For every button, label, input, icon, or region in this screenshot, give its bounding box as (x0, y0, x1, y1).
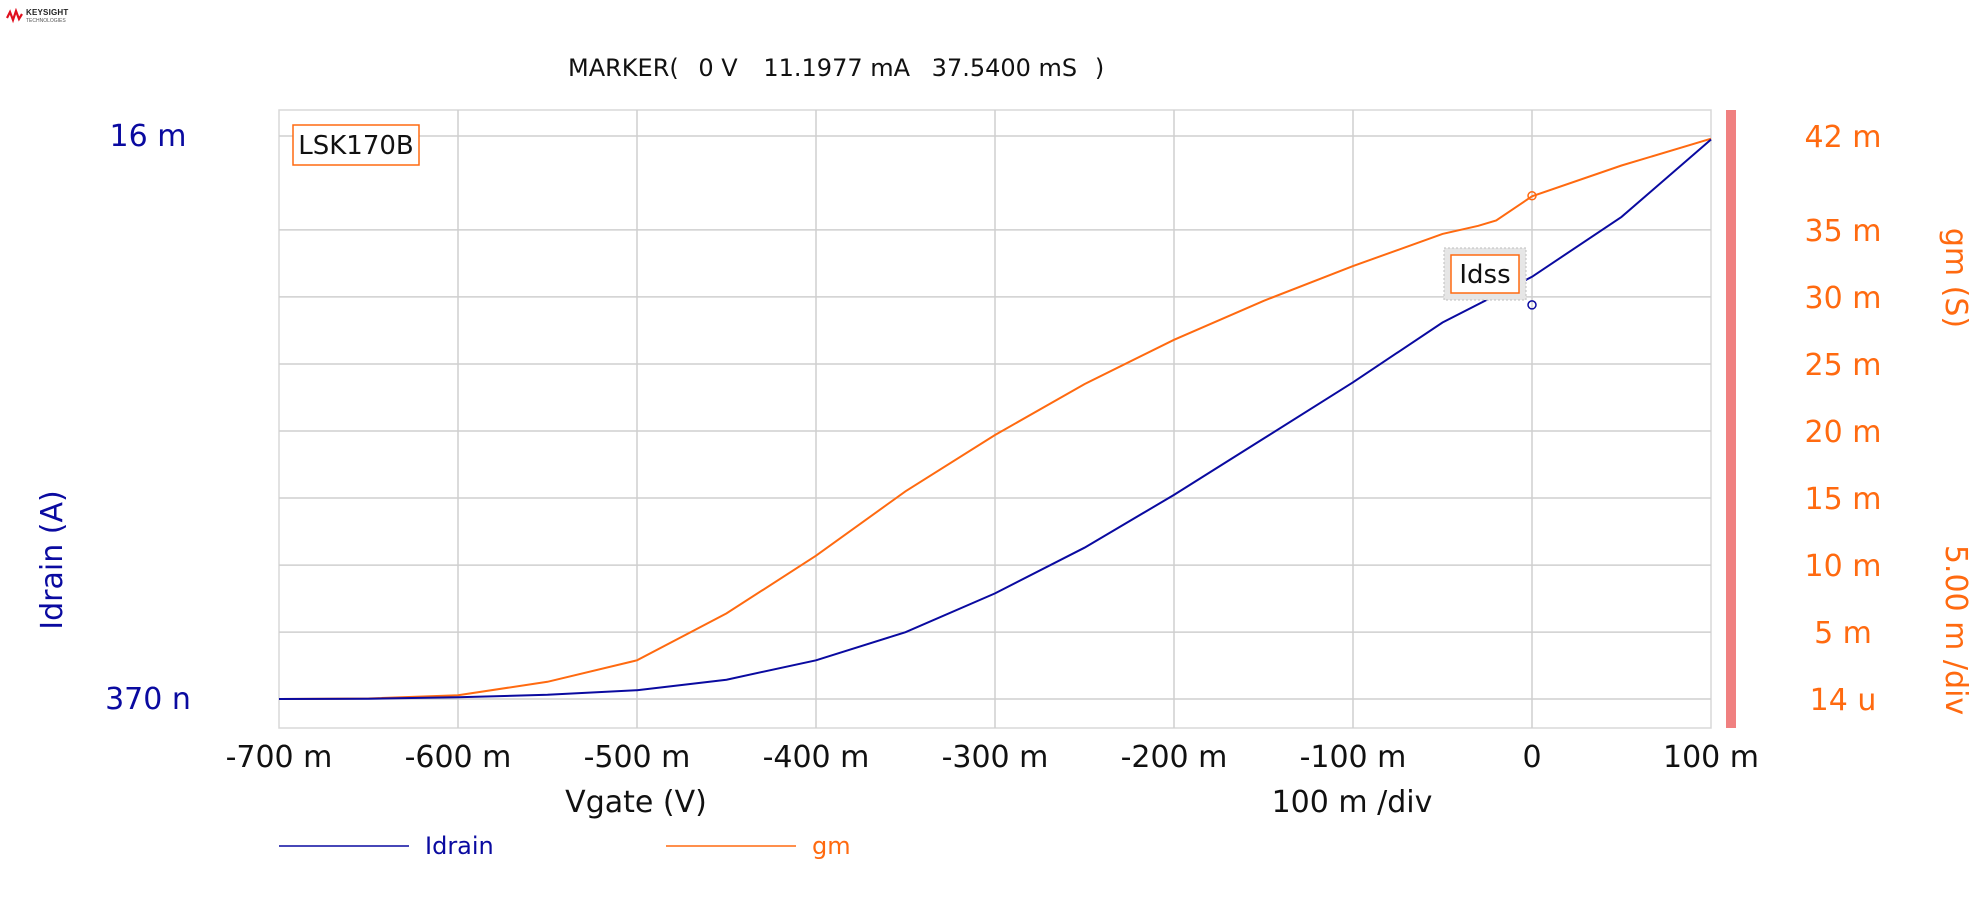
y-right-tick-label: 42 m (1805, 120, 1882, 155)
annotation-idss-text: Idss (1459, 260, 1510, 290)
annotation-idss[interactable]: Idss (1443, 247, 1527, 301)
y-right-tick-label: 35 m (1805, 214, 1882, 249)
marker-suffix: ) (1095, 54, 1104, 82)
y-right-axis-label: gm (S) (1938, 228, 1973, 328)
y-left-tick-top: 16 m (110, 119, 187, 154)
x-tick-label: -100 m (1300, 740, 1407, 775)
x-axis-label: Vgate (V) (565, 785, 707, 820)
y-right-tick-label: 30 m (1805, 281, 1882, 316)
x-div-label: 100 m /div (1272, 785, 1433, 820)
marker-point-idrain (1527, 300, 1537, 310)
x-ticks: -700 m -600 m -500 m -400 m -300 m -200 m -100… (226, 740, 1759, 775)
y-right-tick-label: 5 m (1814, 616, 1872, 651)
y-left-axis-label: Idrain (A) (35, 490, 70, 629)
x-tick-label: 0 (1522, 740, 1541, 775)
marker-current: 11.1977 mA (763, 54, 910, 82)
x-tick-label: -300 m (942, 740, 1049, 775)
x-tick-label: -200 m (1121, 740, 1228, 775)
y-right-tick-label: 15 m (1805, 482, 1882, 517)
marker-voltage: 0 V (698, 54, 738, 82)
x-tick-label: -400 m (763, 740, 870, 775)
brand-name: KEYSIGHT (26, 8, 69, 17)
y-right-tick-label: 20 m (1805, 415, 1882, 450)
x-tick-label: -600 m (405, 740, 512, 775)
brand-sub: TECHNOLOGIES (26, 18, 66, 24)
keysight-wave-icon (6, 8, 23, 24)
x-tick-label: 100 m (1663, 740, 1759, 775)
annotation-device[interactable]: LSK170B (292, 124, 420, 166)
y-right-tick-label: 10 m (1805, 549, 1882, 584)
series-idrain-line (278, 138, 1712, 700)
legend: Idrain gm (279, 832, 851, 860)
series-gm-line (278, 137, 1712, 700)
y-right-tick-label: 14 u (1810, 683, 1877, 718)
marker-scroll-bar[interactable] (1726, 110, 1736, 728)
grid-horizontal (279, 135, 1711, 700)
y-right-ticks: 42 m 35 m 30 m 25 m 20 m 15 m 10 m 5 m 14 u (1805, 120, 1882, 718)
marker-gm: 37.5400 mS (932, 54, 1078, 82)
marker-prefix: MARKER( (568, 54, 679, 82)
brand-logo: KEYSIGHT TECHNOLOGIES (6, 6, 76, 28)
x-tick-label: -700 m (226, 740, 333, 775)
x-tick-label: -500 m (584, 740, 691, 775)
legend-idrain-label: Idrain (425, 832, 494, 860)
marker-readout: MARKER( 0 V 11.1977 mA 37.5400 mS ) (568, 54, 1104, 82)
annotation-device-text: LSK170B (298, 131, 414, 161)
y-right-tick-label: 25 m (1805, 348, 1882, 383)
y-right-div-label: 5.00 m /div (1938, 545, 1973, 715)
grid-vertical (457, 110, 1533, 728)
marker-point-gm (1527, 191, 1537, 201)
legend-gm-label: gm (812, 832, 851, 860)
y-left-tick-bottom: 370 n (105, 682, 191, 717)
